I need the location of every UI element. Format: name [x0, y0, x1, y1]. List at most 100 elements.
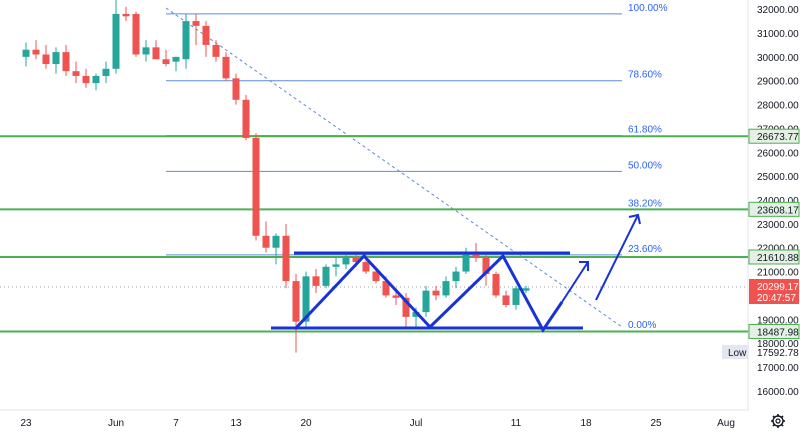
candle-body	[22, 49, 30, 57]
candle-body	[62, 52, 70, 72]
y-tick-label: 16000.00	[757, 387, 799, 398]
candle-body	[522, 288, 530, 291]
x-tick-label: 20	[300, 418, 312, 429]
candle-body	[372, 271, 380, 282]
candle-body	[352, 257, 360, 263]
candle-body	[332, 264, 340, 267]
settings-gear-icon[interactable]	[771, 414, 785, 428]
zigzag-pattern-line[interactable]	[293, 253, 564, 333]
fib-trend-line[interactable]	[165, 7, 623, 328]
y-tick-label: 28000.00	[757, 101, 799, 112]
level-tag-label: 21610.88	[757, 253, 799, 264]
y-tick-label: 22000.00	[757, 244, 799, 255]
low-marker-tag: Low	[728, 348, 747, 359]
candle-body	[162, 59, 170, 65]
x-tick-label: 11	[511, 418, 522, 429]
rectangle-pattern[interactable]	[271, 251, 583, 333]
candle-body	[152, 47, 160, 60]
level-tag-label: 23608.17	[757, 205, 799, 216]
y-axis: 16000.0017000.0018000.0019000.0020000.00…	[757, 5, 799, 398]
fib-level-label: 50.00%	[628, 160, 662, 171]
fib-level-label: 78.60%	[628, 70, 662, 81]
y-tick-label: 21000.00	[757, 268, 799, 279]
candle-body	[282, 235, 290, 282]
fib-level-label: 23.60%	[628, 244, 662, 255]
candle-body	[262, 235, 270, 248]
projection-arrow-1[interactable]	[561, 261, 589, 303]
y-tick-label: 25000.00	[757, 172, 799, 183]
candle-body	[452, 271, 460, 282]
candle-body	[482, 257, 490, 274]
candle-body	[102, 68, 110, 76]
level-tag-box	[748, 128, 800, 144]
candle-body	[392, 295, 400, 298]
x-tick-label: Jun	[108, 418, 124, 429]
candle-body	[342, 257, 350, 265]
price-tags: 26673.77 23608.17 21610.88 18487.98	[748, 128, 800, 339]
candle-body	[362, 262, 370, 272]
y-tick-label: 29000.00	[757, 77, 799, 88]
candle-body	[492, 273, 500, 296]
candle-body	[252, 137, 260, 236]
candle-body	[512, 288, 520, 305]
y-tick-label: 18000.00	[757, 339, 799, 350]
fib-level-label: 100.00%	[628, 3, 668, 14]
candle-body	[192, 21, 200, 26]
low-marker: Low 17592.78	[722, 345, 799, 359]
candle-body	[172, 56, 180, 62]
level-tag-label: 18487.98	[757, 327, 799, 338]
candle-body	[212, 44, 220, 57]
candle-body	[462, 252, 470, 272]
x-tick-label: Aug	[717, 418, 735, 429]
candle-body	[502, 295, 510, 305]
projection-arrow-2[interactable]	[595, 213, 641, 301]
y-tick-label: 30000.00	[757, 53, 799, 64]
level-tag-box	[748, 249, 800, 265]
candle-body	[272, 235, 280, 248]
candle-body	[292, 281, 300, 322]
candle-body	[222, 56, 230, 79]
candle-body	[32, 49, 40, 55]
level-tag-box	[748, 201, 800, 217]
candle-body	[132, 13, 140, 55]
support-resistance-lines[interactable]	[0, 135, 748, 333]
fib-level-label: 0.00%	[628, 320, 656, 331]
candle-body	[142, 47, 150, 55]
candle-body	[422, 290, 430, 313]
candle-body	[402, 297, 410, 317]
candle-body	[92, 75, 100, 84]
candle-body	[232, 78, 240, 100]
current-price-label: 20299.17	[757, 282, 799, 293]
candle-body	[242, 99, 250, 138]
candle-body	[122, 13, 130, 17]
x-axis: 23 Jun 7 13 20 Jul 11 18 25 Aug	[20, 418, 734, 429]
candle-body	[442, 281, 450, 296]
level-tag-label: 26673.77	[757, 132, 799, 143]
candle-body	[322, 266, 330, 286]
y-tick-label: 24000.00	[757, 196, 799, 207]
x-tick-label: 13	[230, 418, 242, 429]
candle-body	[432, 290, 440, 296]
candle-body	[412, 312, 420, 317]
candlestick-series	[22, 0, 530, 353]
candle-body	[42, 54, 50, 65]
candle-body	[302, 276, 310, 322]
candle-body	[382, 281, 390, 296]
candle-body	[182, 21, 190, 60]
x-tick-label: Jul	[410, 418, 423, 429]
level-tag-box	[748, 323, 800, 339]
fib-level-label: 61.80%	[628, 125, 662, 136]
candle-body	[52, 52, 60, 65]
y-tick-label: 17000.00	[757, 363, 799, 374]
candle-body	[112, 13, 120, 69]
candle-body	[312, 276, 320, 286]
x-tick-label: 25	[650, 418, 662, 429]
fib-level-label: 38.20%	[628, 199, 662, 210]
y-tick-label: 19000.00	[757, 315, 799, 326]
current-price-tag: 20299.17 20:47:57	[749, 279, 799, 304]
candle-body	[82, 75, 90, 84]
countdown-label: 20:47:57	[757, 293, 796, 304]
y-tick-label: 26000.00	[757, 148, 799, 159]
y-tick-label: 32000.00	[757, 5, 799, 16]
